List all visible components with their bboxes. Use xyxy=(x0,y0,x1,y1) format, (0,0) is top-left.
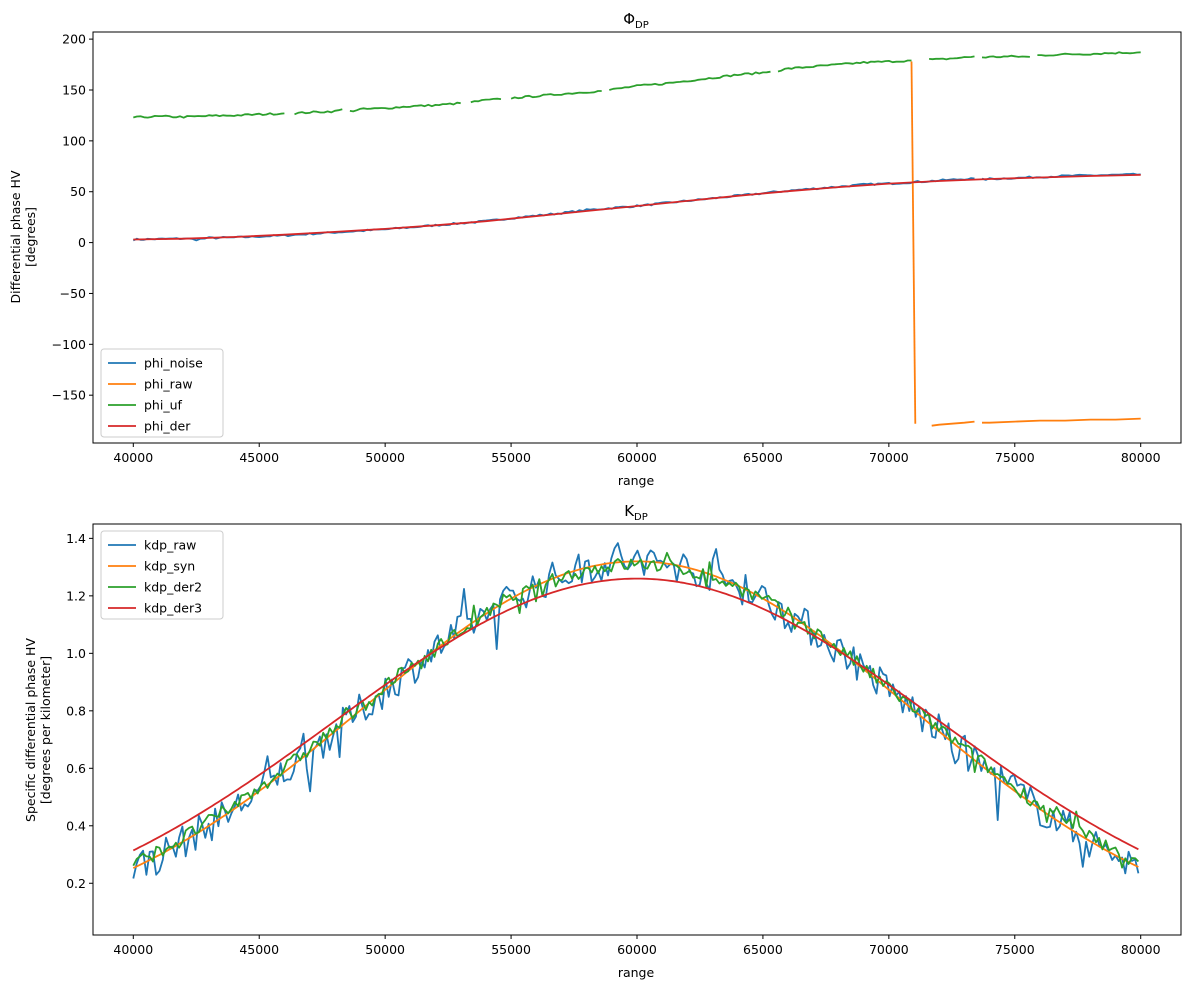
x-tick-label: 55000 xyxy=(491,942,531,957)
x-tick-label: 50000 xyxy=(365,942,405,957)
series-kdp_der2 xyxy=(132,551,1140,869)
x-tick-label: 65000 xyxy=(743,450,783,465)
y-tick-label: 0.8 xyxy=(66,703,86,718)
y-axis-label-line2: [degrees] xyxy=(23,207,38,267)
series-phi_noise xyxy=(132,172,1141,242)
series-line-kdp_raw xyxy=(132,542,1140,879)
y-tick-label: 0 xyxy=(78,235,86,250)
x-tick-label: 70000 xyxy=(869,942,909,957)
y-tick-label: 100 xyxy=(62,133,86,148)
series-line-phi_uf xyxy=(510,90,602,100)
y-axis-label: Specific differential phase HV [degrees … xyxy=(23,638,53,822)
y-tick-label: 0.2 xyxy=(66,876,86,891)
y-tick-label: 1.2 xyxy=(66,588,86,603)
x-tick-label: 60000 xyxy=(617,450,657,465)
series-line-phi_uf xyxy=(349,101,461,113)
series-line-phi_uf xyxy=(609,70,771,91)
kdp-panel: KDP 40000 45000 50000 55000 60000 65000 70000 7… xyxy=(23,502,1182,980)
legend-label: phi_uf xyxy=(144,398,183,413)
series-line-phi_der xyxy=(133,174,1141,241)
legend-label: kdp_der3 xyxy=(144,601,202,616)
x-tick-label: 40000 xyxy=(113,450,153,465)
legend-label: phi_der xyxy=(144,419,191,434)
series-line-phi_uf xyxy=(470,97,502,104)
series-line-phi_uf xyxy=(133,112,285,119)
series-line-phi_uf xyxy=(929,55,975,61)
x-tick-label: 60000 xyxy=(617,942,657,957)
legend-label: phi_raw xyxy=(144,377,193,392)
chart-title: ΦDP xyxy=(623,10,649,31)
series-line-phi_uf xyxy=(294,108,343,116)
phi-dp-panel: ΦDP 40000 45000 50000 55000 60000 65000 70000 7… xyxy=(8,10,1182,488)
y-tick-label: −50 xyxy=(60,286,86,301)
y-axis-label-line2: [degrees per kilometer] xyxy=(38,656,53,804)
x-tick-label: 80000 xyxy=(1121,942,1161,957)
x-axis-label: range xyxy=(618,965,655,980)
series-line-phi_uf xyxy=(777,59,912,73)
legend: kdp_raw kdp_syn kdp_der2 kdp_der3 xyxy=(100,530,224,620)
series-line-phi_uf xyxy=(981,54,1030,59)
legend-label: phi_noise xyxy=(144,356,203,371)
x-tick-label: 70000 xyxy=(869,450,909,465)
legend-label: kdp_raw xyxy=(144,538,196,553)
x-tick-label: 75000 xyxy=(995,942,1035,957)
y-tick-label: 1.4 xyxy=(66,531,86,546)
legend: phi_noise phi_raw phi_uf phi_der xyxy=(100,348,224,438)
x-tick-label: 45000 xyxy=(239,450,279,465)
y-tick-label: 1.0 xyxy=(66,646,86,661)
y-axis-label: Differential phase HV [degrees] xyxy=(8,170,38,303)
series-line-kdp_der2 xyxy=(132,551,1140,869)
legend-box xyxy=(100,348,224,438)
y-tick-label: −150 xyxy=(52,388,86,403)
legend-label: kdp_syn xyxy=(144,559,195,574)
series-line-phi_noise xyxy=(132,177,975,242)
legend-box xyxy=(100,530,224,620)
y-axis-label-line1: Differential phase HV xyxy=(8,170,23,303)
y-tick-label: 150 xyxy=(62,82,86,97)
x-tick-label: 80000 xyxy=(1121,450,1161,465)
series-kdp_der3 xyxy=(132,577,1139,852)
series-line-phi_raw xyxy=(982,417,1141,424)
y-tick-label: −100 xyxy=(52,337,86,352)
series-phi_der xyxy=(133,174,1141,241)
series-kdp_raw xyxy=(132,542,1140,879)
x-tick-label: 50000 xyxy=(365,450,405,465)
series-kdp_syn xyxy=(132,560,1139,869)
series-line-phi_raw xyxy=(931,420,975,427)
x-tick-label: 75000 xyxy=(995,450,1035,465)
series-line-phi_raw xyxy=(910,61,917,424)
x-tick-label: 40000 xyxy=(113,942,153,957)
y-tick-label: 50 xyxy=(70,184,86,199)
x-tick-label: 65000 xyxy=(743,942,783,957)
series-line-kdp_der3 xyxy=(132,577,1139,852)
x-axis-label: range xyxy=(618,473,655,488)
legend-label: kdp_der2 xyxy=(144,580,202,595)
x-tick-label: 45000 xyxy=(239,942,279,957)
plot-frame xyxy=(92,31,1182,444)
series-phi_uf xyxy=(133,51,1141,119)
y-axis-label-line1: Specific differential phase HV xyxy=(23,638,38,822)
y-tick-label: 0.6 xyxy=(66,761,86,776)
plot-area: 40000 45000 50000 55000 60000 65000 70000 75000… xyxy=(66,530,1161,957)
chart-title: KDP xyxy=(624,502,648,523)
plot-area: 40000 45000 50000 55000 60000 65000 70000 75000… xyxy=(52,32,1161,465)
plot-frame xyxy=(92,523,1182,936)
series-phi_raw xyxy=(910,61,1141,427)
y-tick-label: 200 xyxy=(62,32,86,47)
series-line-phi_uf xyxy=(1037,51,1141,57)
y-tick-label: 0.4 xyxy=(66,818,86,833)
series-line-kdp_syn xyxy=(132,560,1139,869)
x-tick-label: 55000 xyxy=(491,450,531,465)
